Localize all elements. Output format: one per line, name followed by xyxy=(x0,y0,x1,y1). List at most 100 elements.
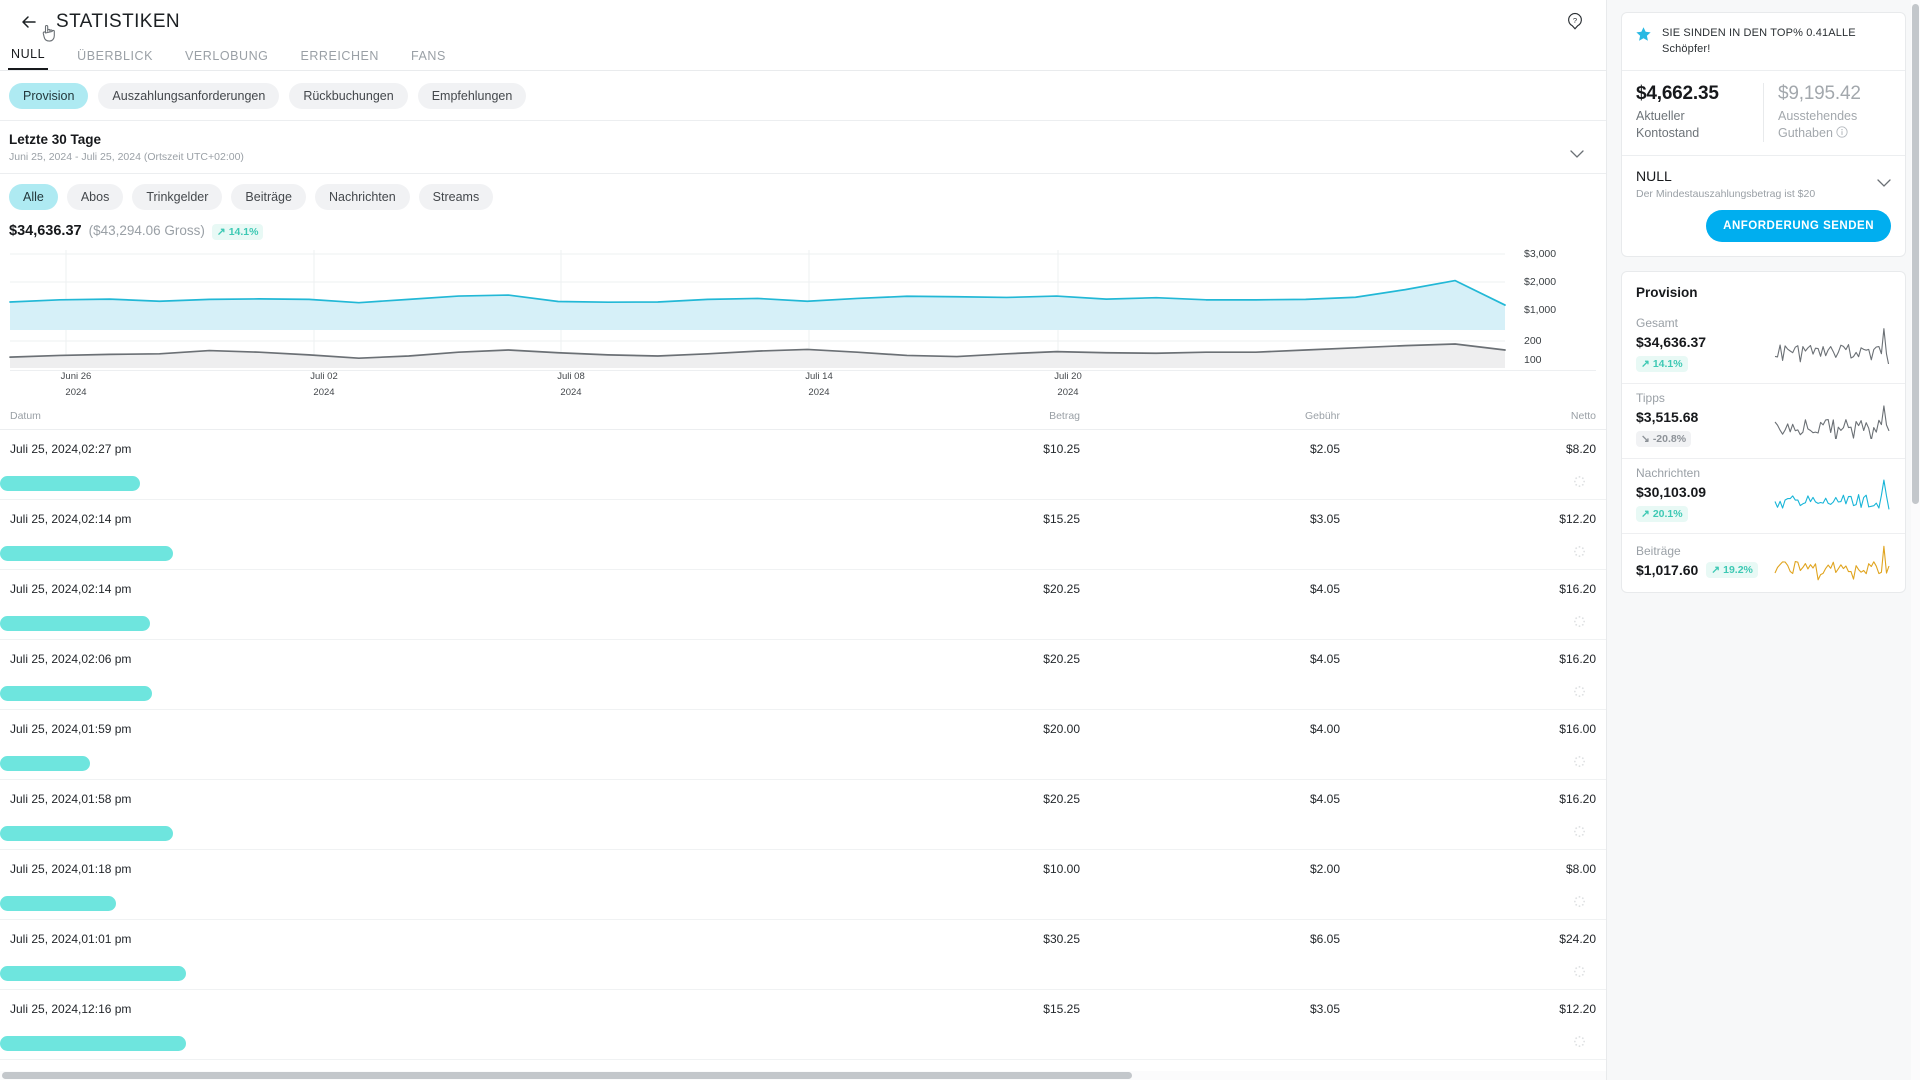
loading-spinner-icon xyxy=(1573,755,1586,768)
cell-date: Juli 25, 2024,02:14 pm xyxy=(10,512,132,526)
chip-ruckbuchungen[interactable]: Rückbuchungen xyxy=(289,83,408,109)
chip-alle[interactable]: Alle xyxy=(9,184,58,210)
cell-date: Juli 25, 2024,12:16 pm xyxy=(10,1002,132,1016)
table-row-values: Juli 25, 2024,02:14 pm $15.25 $3.05 $12.20 xyxy=(0,500,1606,537)
main-tabs: NULL ÜBERBLICK VERLOBUNG ERREICHEN FANS xyxy=(0,44,1606,71)
sparkline-chart xyxy=(1774,479,1890,510)
tab-verlobung[interactable]: VERLOBUNG xyxy=(184,49,269,63)
loading-spinner-icon xyxy=(1573,895,1586,908)
provision-delta-value: 19.2% xyxy=(1723,563,1753,576)
horizontal-scrollbar[interactable] xyxy=(0,1071,1606,1080)
chip-provision[interactable]: Provision xyxy=(9,83,89,109)
provision-row: Tipps $3,515.68 ↘ -20.8% xyxy=(1622,382,1905,458)
cell-fee: $4.00 xyxy=(1309,722,1340,736)
date-range-subtitle: Juni 25, 2024 - Juli 25, 2024 (Ortszeit … xyxy=(9,151,244,163)
pending-balance-amount: $9,195.42 xyxy=(1778,82,1861,104)
redacted-label xyxy=(0,545,173,561)
chip-abos[interactable]: Abos xyxy=(66,184,124,210)
column-header-netto: Netto xyxy=(1570,410,1596,422)
top-bar: STATISTIKEN ? xyxy=(0,0,1606,44)
table-row-values: Juli 25, 2024,01:18 pm $10.00 $2.00 $8.00 xyxy=(0,850,1606,887)
table-row[interactable]: Juli 25, 2024,02:14 pm $20.25 $4.05 $16.20 xyxy=(0,570,1606,640)
current-balance-amount: $4,662.35 xyxy=(1636,82,1719,104)
cell-amount: $20.25 xyxy=(1043,792,1080,806)
send-request-button[interactable]: ANFORDERUNG SENDEN xyxy=(1706,209,1891,242)
table-row[interactable]: Juli 25, 2024,02:14 pm $15.25 $3.05 $12.20 xyxy=(0,500,1606,570)
table-row-values: Juli 25, 2024,01:58 pm $20.25 $4.05 $16.20 xyxy=(0,780,1606,817)
date-range-title: Letzte 30 Tage xyxy=(9,132,102,147)
cell-date: Juli 25, 2024,01:01 pm xyxy=(10,932,132,946)
top-creator-text: SIE SINDEN IN DEN TOP% 0.41ALLE Schöpfer… xyxy=(1662,27,1856,55)
column-header-betrag: Betrag xyxy=(1049,410,1080,422)
table-row[interactable]: Juli 25, 2024,01:59 pm $20.00 $4.00 $16.00 xyxy=(0,710,1606,780)
y-tick-2000: $2,000 xyxy=(1524,276,1557,288)
table-row[interactable]: Juli 25, 2024,01:18 pm $10.00 $2.00 $8.00 xyxy=(0,850,1606,920)
provision-title: Provision xyxy=(1636,284,1698,300)
provision-delta-value: 20.1% xyxy=(1652,507,1683,520)
help-circle-icon[interactable]: ? xyxy=(1562,8,1588,34)
payout-method-selector[interactable]: NULL Der Mindestauszahlungsbetrag ist $2… xyxy=(1622,156,1905,210)
tab-null[interactable]: NULL xyxy=(8,47,49,70)
redacted-label xyxy=(0,1035,186,1051)
tab-erreichen[interactable]: ERREICHEN xyxy=(300,49,380,63)
provision-delta-value: 14.1% xyxy=(1652,357,1683,370)
table-row-detail xyxy=(0,677,1606,709)
category-chip-row: Alle Abos Trinkgelder Beiträge Nachricht… xyxy=(0,174,1606,219)
redacted-label xyxy=(0,475,140,491)
cell-net: $8.00 xyxy=(1565,862,1596,876)
cell-amount: $15.25 xyxy=(1043,512,1080,526)
loading-spinner-icon xyxy=(1573,685,1586,698)
cell-amount: $20.00 xyxy=(1043,722,1080,736)
info-icon[interactable] xyxy=(1836,126,1848,140)
chip-trinkgelder[interactable]: Trinkgelder xyxy=(132,184,223,210)
balance-card: SIE SINDEN IN DEN TOP% 0.41ALLE Schöpfer… xyxy=(1621,12,1906,257)
pending-balance: $9,195.42 Ausstehendes Guthaben xyxy=(1763,82,1905,142)
provision-row-label: Tipps xyxy=(1636,390,1665,405)
chip-nachrichten[interactable]: Nachrichten xyxy=(314,184,410,210)
table-row[interactable]: Juli 25, 2024,01:01 pm $30.25 $6.05 $24.20 xyxy=(0,920,1606,990)
table-row-detail xyxy=(0,467,1606,499)
provision-row: Gesamt $34,636.37 ↗ 14.1% xyxy=(1622,309,1905,383)
sparkline-chart xyxy=(1774,545,1890,580)
send-request-row: ANFORDERUNG SENDEN xyxy=(1622,209,1905,256)
horizontal-scrollbar-thumb[interactable] xyxy=(2,1072,1132,1079)
chip-beitrage[interactable]: Beiträge xyxy=(231,184,306,210)
table-row[interactable]: Juli 25, 2024,02:27 pm $10.25 $2.05 $8.20 xyxy=(0,430,1606,500)
date-range-selector[interactable]: Letzte 30 Tage Juni 25, 2024 - Juli 25, … xyxy=(0,121,1606,174)
table-row[interactable]: Juli 25, 2024,12:16 pm $15.25 $3.05 $12.20 xyxy=(0,990,1606,1060)
provision-row-amount: $1,017.60 xyxy=(1636,561,1699,578)
x-tick-4: Juli 20 2024 xyxy=(1054,371,1082,398)
top-creator-banner: SIE SINDEN IN DEN TOP% 0.41ALLE Schöpfer… xyxy=(1622,13,1905,71)
trend-up-icon: ↗ xyxy=(1641,507,1650,520)
tab-fans[interactable]: FANS xyxy=(411,49,446,63)
table-row-values: Juli 25, 2024,12:16 pm $15.25 $3.05 $12.20 xyxy=(0,990,1606,1027)
redacted-label xyxy=(0,965,186,981)
pending-balance-label: Ausstehendes Guthaben xyxy=(1778,108,1858,140)
vertical-scrollbar-thumb[interactable] xyxy=(1912,4,1919,504)
sparkline-chart xyxy=(1774,404,1890,439)
chevron-down-icon[interactable] xyxy=(1877,174,1891,192)
vertical-scrollbar[interactable] xyxy=(1911,0,1920,1080)
provision-row-label: Nachrichten xyxy=(1636,465,1701,480)
payout-method-value: NULL xyxy=(1636,167,1672,184)
provision-row-amount: $30,103.09 xyxy=(1636,483,1707,500)
cell-amount: $15.25 xyxy=(1043,1002,1080,1016)
cell-net: $12.20 xyxy=(1559,512,1596,526)
x-tick-3: Juli 14 2024 xyxy=(805,371,833,398)
chevron-down-icon[interactable] xyxy=(1570,145,1584,163)
chip-empfehlungen[interactable]: Empfehlungen xyxy=(417,83,527,109)
table-row-detail xyxy=(0,887,1606,919)
tab-uberblick[interactable]: ÜBERBLICK xyxy=(77,49,153,63)
arrow-left-icon[interactable] xyxy=(16,9,42,35)
chip-streams[interactable]: Streams xyxy=(418,184,494,210)
table-row-detail xyxy=(0,537,1606,569)
provision-row: Nachrichten $30,103.09 ↗ 20.1% xyxy=(1622,457,1905,533)
table-row-detail xyxy=(0,957,1606,989)
chip-auszahlungsanforderungen[interactable]: Auszahlungsanforderungen xyxy=(98,83,280,109)
table-row[interactable]: Juli 25, 2024,02:06 pm $20.25 $4.05 $16.20 xyxy=(0,640,1606,710)
trend-down-icon: ↘ xyxy=(1641,432,1650,445)
cell-amount: $20.25 xyxy=(1043,652,1080,666)
table-row[interactable]: Juli 25, 2024,01:58 pm $20.25 $4.05 $16.20 xyxy=(0,780,1606,850)
provision-row-amount: $34,636.37 xyxy=(1636,333,1707,350)
